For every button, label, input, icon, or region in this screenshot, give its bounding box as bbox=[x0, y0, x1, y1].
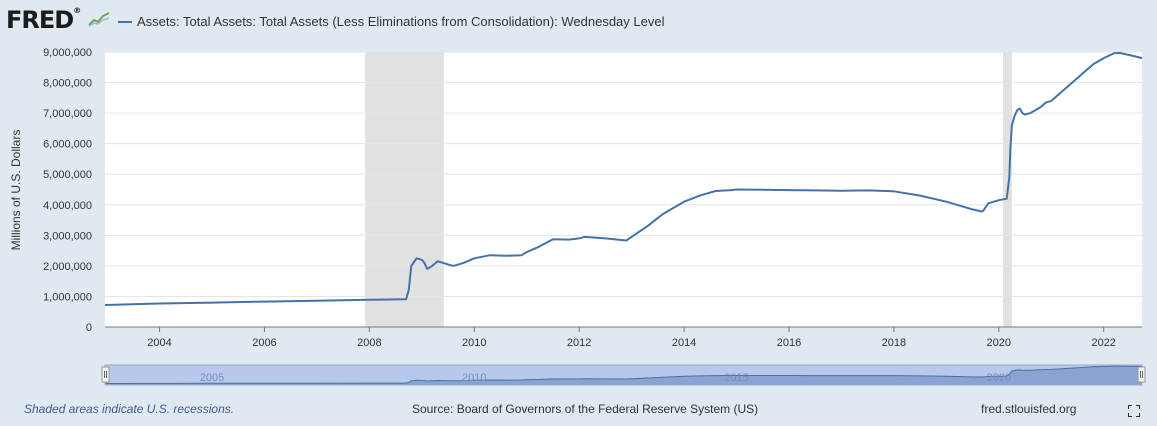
y-tick-label: 4,000,000 bbox=[43, 200, 92, 212]
chart-legend: Assets: Total Assets: Total Assets (Less… bbox=[118, 14, 664, 29]
series-line bbox=[104, 51, 1143, 306]
site-link[interactable]: fred.stlouisfed.org bbox=[981, 402, 1077, 416]
navigator-tick-label: 2010 bbox=[462, 372, 486, 384]
y-tick-label: 5,000,000 bbox=[43, 169, 92, 181]
y-tick-label: 7,000,000 bbox=[43, 108, 92, 120]
x-tick-label: 2006 bbox=[252, 337, 276, 349]
y-tick-label: 3,000,000 bbox=[43, 230, 92, 242]
y-tick-label: 6,000,000 bbox=[43, 139, 92, 151]
legend-series-label: Assets: Total Assets: Total Assets (Less… bbox=[137, 14, 665, 29]
x-tick-label: 2008 bbox=[357, 337, 381, 349]
registered-mark: ® bbox=[73, 6, 81, 15]
recession-note: Shaded areas indicate U.S. recessions. bbox=[24, 402, 235, 416]
navigator-tick-label: 2020 bbox=[987, 372, 1011, 384]
y-tick-label: 2,000,000 bbox=[43, 261, 92, 273]
plot-background bbox=[105, 52, 1142, 327]
series-layer bbox=[104, 51, 1143, 306]
y-tick-label: 0 bbox=[86, 322, 92, 334]
chart-header: FRED® Assets: Total Assets: Total Assets… bbox=[0, 0, 1157, 44]
x-tick-label: 2010 bbox=[462, 337, 486, 349]
line-chart-icon bbox=[88, 11, 110, 27]
chart-canvas: 0 1,000,000 2,000,000 3,000,000 4,000,000 5,0… bbox=[9, 47, 1146, 386]
range-navigator[interactable]: 2005 2010 2015 2020 bbox=[101, 364, 1146, 386]
axes: 0 1,000,000 2,000,000 3,000,000 4,000,000 5,0… bbox=[43, 47, 1142, 349]
source-note: Source: Board of Governors of the Federa… bbox=[412, 402, 759, 416]
navigator-tick-label: 2005 bbox=[200, 372, 224, 384]
fred-logo[interactable]: FRED® bbox=[6, 6, 81, 34]
x-tick-label: 2022 bbox=[1091, 337, 1115, 349]
y-axis-label: Millions of U.S. Dollars bbox=[9, 130, 23, 251]
y-tick-label: 9,000,000 bbox=[43, 47, 92, 59]
fred-logo-text: FRED bbox=[6, 6, 74, 34]
navigator-left-handle[interactable] bbox=[101, 366, 110, 383]
legend-swatch bbox=[118, 20, 132, 23]
y-tick-label: 1,000,000 bbox=[43, 291, 92, 303]
navigator-area bbox=[104, 365, 1143, 386]
fullscreen-icon[interactable] bbox=[1128, 405, 1140, 417]
navigator-right-handle[interactable] bbox=[1137, 366, 1146, 383]
x-tick-label: 2018 bbox=[882, 337, 906, 349]
x-tick-label: 2012 bbox=[567, 337, 591, 349]
y-tick-label: 8,000,000 bbox=[43, 78, 92, 90]
x-tick-label: 2004 bbox=[147, 337, 171, 349]
x-tick-label: 2020 bbox=[987, 337, 1011, 349]
x-tick-label: 2014 bbox=[672, 337, 696, 349]
recession-band bbox=[365, 52, 444, 327]
x-tick-label: 2016 bbox=[777, 337, 801, 349]
navigator-tick-label: 2015 bbox=[724, 372, 748, 384]
